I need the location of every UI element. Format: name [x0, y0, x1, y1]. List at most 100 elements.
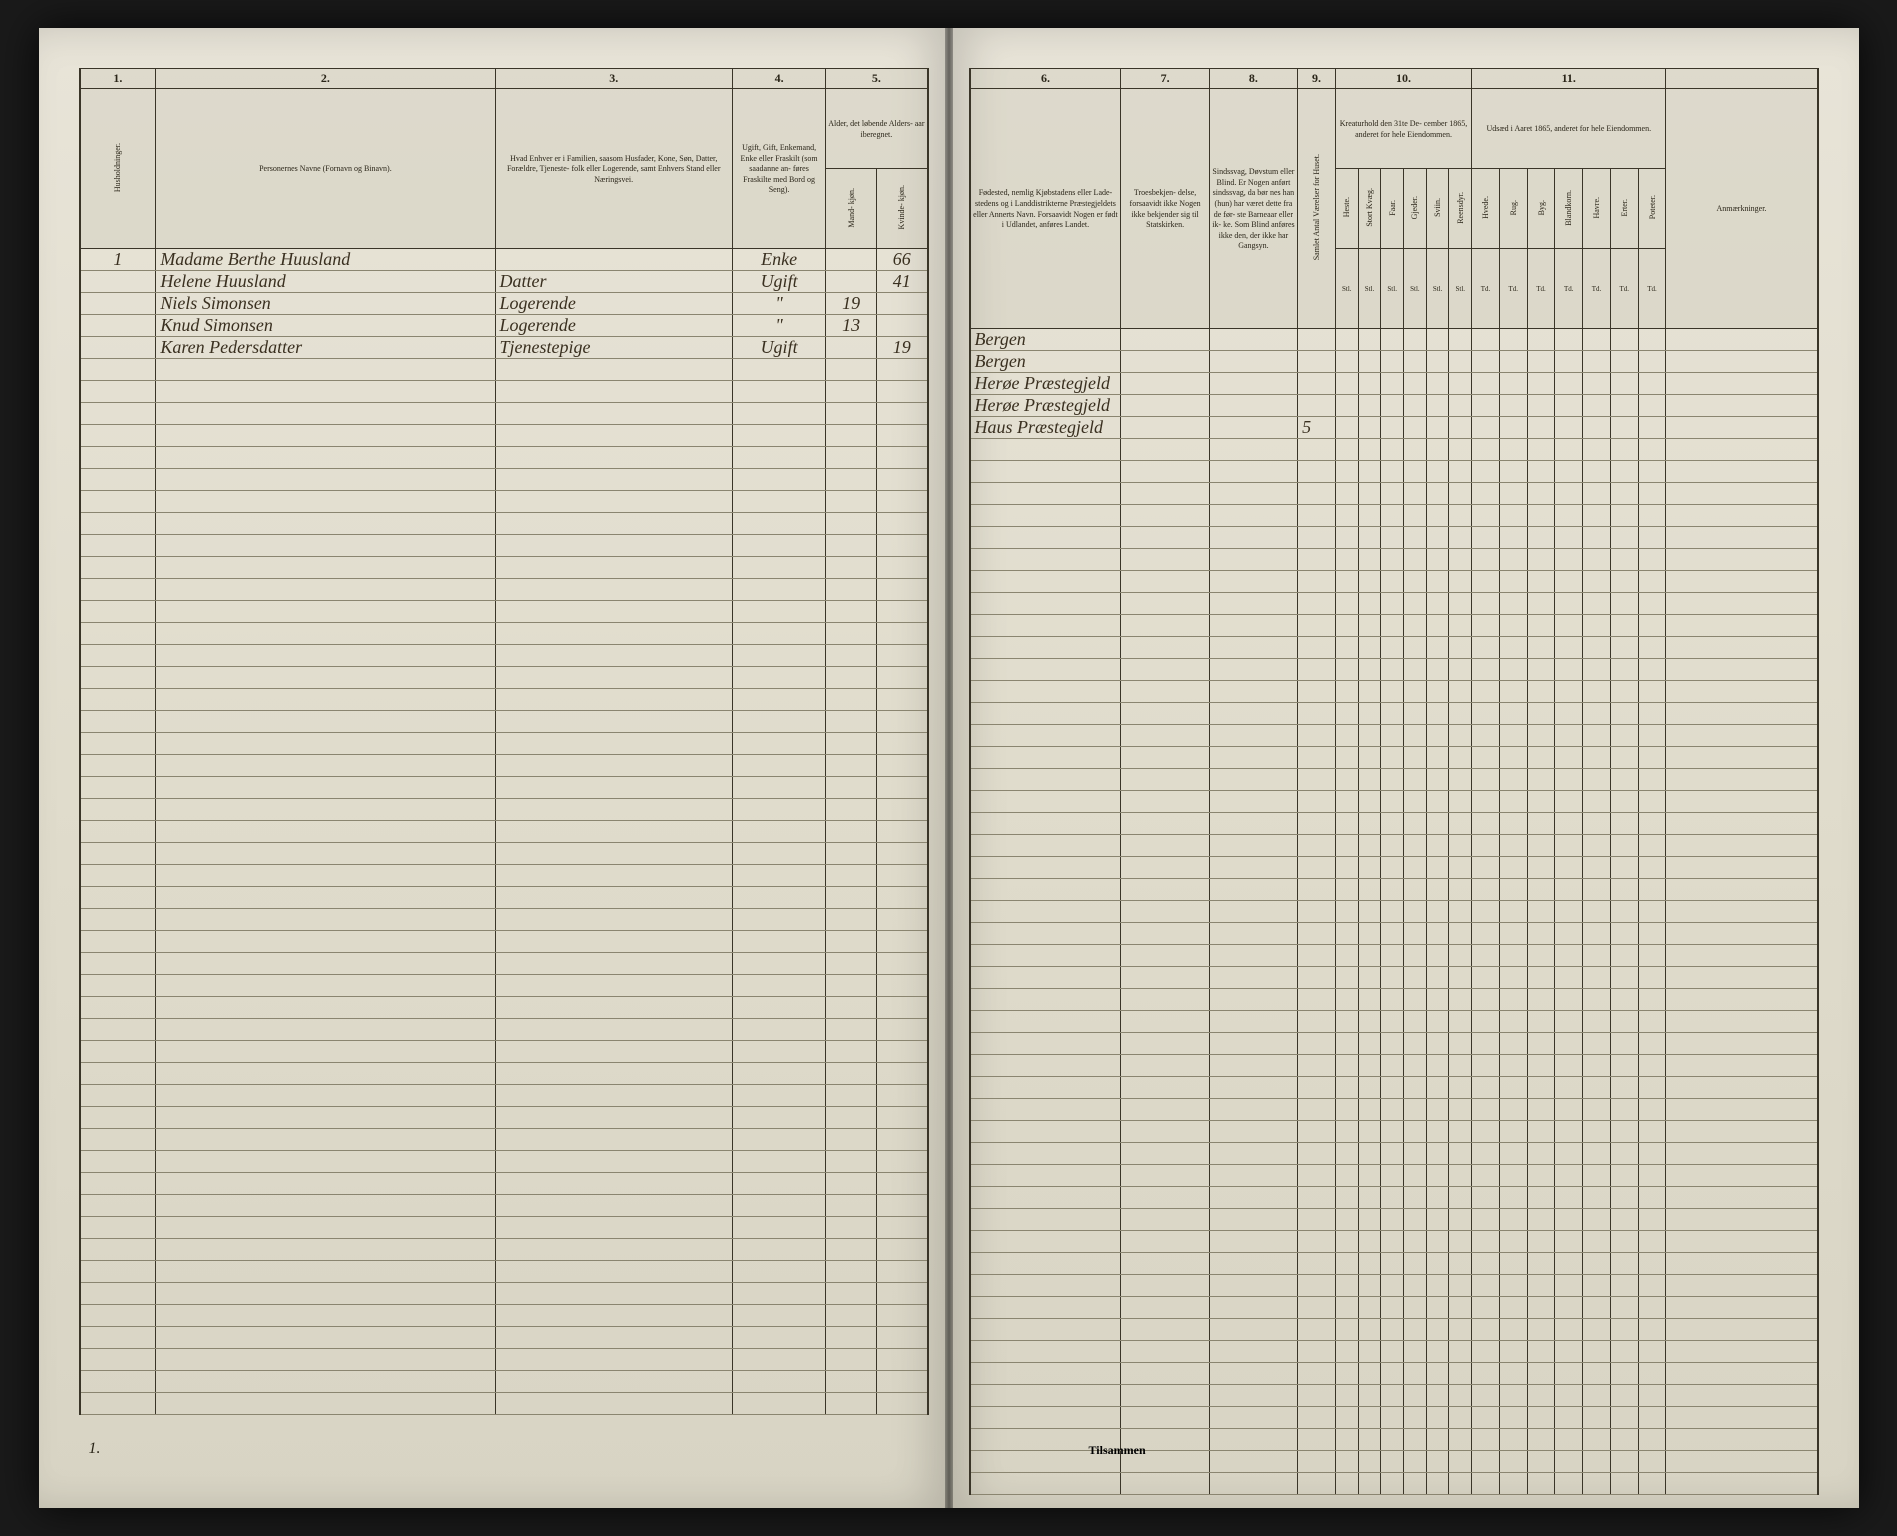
cell-condition	[1209, 615, 1297, 637]
cell-name	[156, 711, 495, 733]
cell-household	[80, 1129, 156, 1151]
cell-relation	[495, 1129, 732, 1151]
cell-sowing	[1527, 1363, 1555, 1385]
cell-birthplace	[970, 681, 1121, 703]
cell-livestock	[1404, 1319, 1427, 1341]
cell-sowing	[1499, 1319, 1527, 1341]
cell-relation	[495, 1261, 732, 1283]
cell-remarks	[1666, 373, 1818, 395]
cell-sowing	[1583, 1407, 1611, 1429]
cell-sowing	[1527, 1451, 1555, 1473]
cell-livestock	[1335, 1253, 1358, 1275]
cell-sowing	[1472, 351, 1500, 373]
cell-sowing	[1638, 1187, 1666, 1209]
cell-condition	[1209, 703, 1297, 725]
cell-household	[80, 1217, 156, 1239]
cell-sowing	[1583, 395, 1611, 417]
cell-sowing	[1583, 923, 1611, 945]
cell-religion	[1121, 1363, 1209, 1385]
cell-name	[156, 1063, 495, 1085]
table-row	[80, 821, 928, 843]
cell-livestock	[1381, 461, 1404, 483]
cell-status	[732, 1041, 825, 1063]
cell-livestock	[1358, 571, 1381, 593]
cell-relation: Tjenestepige	[495, 337, 732, 359]
cell-remarks	[1666, 1209, 1818, 1231]
cell-religion	[1121, 1385, 1209, 1407]
cell-sowing	[1472, 945, 1500, 967]
cell-sowing	[1499, 989, 1527, 1011]
cell-livestock	[1404, 659, 1427, 681]
cell-sowing	[1555, 1275, 1583, 1297]
cell-age-f	[877, 909, 928, 931]
cell-age-m	[826, 931, 877, 953]
table-row	[80, 645, 928, 667]
cell-livestock	[1335, 1407, 1358, 1429]
cell-livestock	[1335, 989, 1358, 1011]
cell-household	[80, 821, 156, 843]
cell-condition	[1209, 681, 1297, 703]
cell-remarks	[1666, 615, 1818, 637]
cell-livestock	[1426, 725, 1449, 747]
cell-sowing	[1555, 967, 1583, 989]
cell-rooms	[1298, 1297, 1336, 1319]
cell-sowing	[1583, 879, 1611, 901]
cell-livestock	[1404, 417, 1427, 439]
cell-livestock	[1335, 329, 1358, 351]
cell-livestock	[1426, 1033, 1449, 1055]
cell-sowing	[1472, 1077, 1500, 1099]
cell-status	[732, 931, 825, 953]
cell-livestock	[1449, 417, 1472, 439]
cell-remarks	[1666, 439, 1818, 461]
cell-sowing	[1555, 1099, 1583, 1121]
cell-livestock	[1381, 681, 1404, 703]
cell-remarks	[1666, 461, 1818, 483]
cell-sowing	[1555, 1319, 1583, 1341]
cell-condition	[1209, 1143, 1297, 1165]
cell-livestock	[1426, 1077, 1449, 1099]
cell-livestock	[1449, 1275, 1472, 1297]
cell-sowing	[1472, 329, 1500, 351]
cell-livestock	[1426, 351, 1449, 373]
cell-livestock	[1358, 725, 1381, 747]
cell-name	[156, 1283, 495, 1305]
col11-sub: Havre.	[1583, 169, 1611, 249]
cell-sowing	[1527, 1297, 1555, 1319]
cell-household	[80, 909, 156, 931]
cell-name	[156, 997, 495, 1019]
cell-rooms	[1298, 835, 1336, 857]
cell-livestock	[1335, 571, 1358, 593]
cell-livestock	[1426, 1341, 1449, 1363]
cell-remarks	[1666, 1363, 1818, 1385]
cell-relation	[495, 1019, 732, 1041]
cell-household	[80, 359, 156, 381]
cell-sowing	[1583, 1033, 1611, 1055]
cell-remarks	[1666, 835, 1818, 857]
cell-age-f	[877, 1041, 928, 1063]
cell-sowing	[1499, 857, 1527, 879]
table-row	[80, 931, 928, 953]
cell-livestock	[1449, 593, 1472, 615]
cell-sowing	[1555, 549, 1583, 571]
cell-sowing	[1472, 615, 1500, 637]
cell-sowing	[1555, 1055, 1583, 1077]
cell-remarks	[1666, 1385, 1818, 1407]
cell-sowing	[1527, 923, 1555, 945]
cell-condition	[1209, 747, 1297, 769]
cell-sowing	[1638, 659, 1666, 681]
cell-livestock	[1381, 615, 1404, 637]
cell-rooms	[1298, 791, 1336, 813]
cell-age-f	[877, 931, 928, 953]
cell-religion	[1121, 1099, 1209, 1121]
cell-birthplace	[970, 1209, 1121, 1231]
cell-relation	[495, 755, 732, 777]
cell-sowing	[1499, 417, 1527, 439]
cell-sowing	[1499, 1429, 1527, 1451]
cell-status	[732, 843, 825, 865]
table-row	[80, 711, 928, 733]
cell-age-m	[826, 271, 877, 293]
cell-sowing	[1555, 1033, 1583, 1055]
cell-sowing	[1555, 1363, 1583, 1385]
cell-household	[80, 1283, 156, 1305]
cell-condition	[1209, 945, 1297, 967]
